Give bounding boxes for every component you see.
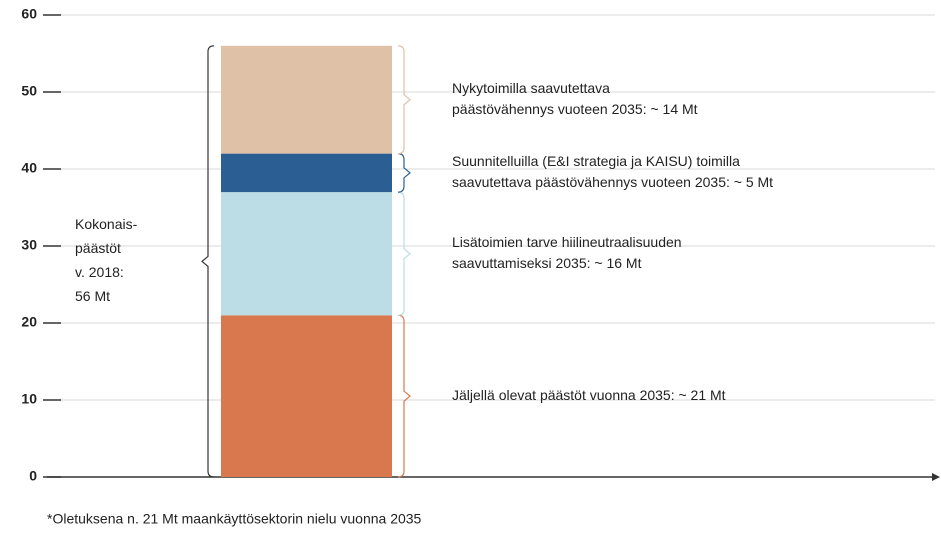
- bar-segment: [221, 315, 392, 477]
- y-tick-label: 0: [29, 468, 37, 484]
- total-label: Kokonais-: [75, 216, 138, 232]
- x-axis-arrow: [932, 473, 940, 481]
- bar-segment: [221, 192, 392, 316]
- segment-annotation: saavutettava päästövähennys vuoteen 2035…: [452, 174, 773, 190]
- segment-annotation: päästövähennys vuoteen 2035: ~ 14 Mt: [452, 101, 698, 117]
- bar-segment: [221, 153, 392, 193]
- segment-annotation: Lisätoimien tarve hiilineutraalisuuden: [452, 234, 682, 250]
- total-brace: [201, 45, 215, 478]
- total-label: päästöt: [75, 240, 121, 256]
- y-tick-label: 60: [21, 6, 37, 22]
- footnote: *Oletuksena n. 21 Mt maankäyttösektorin …: [47, 511, 422, 527]
- segment-brace: [397, 314, 411, 478]
- y-tick-label: 20: [21, 314, 37, 330]
- segment-annotation: Jäljellä olevat päästöt vuonna 2035: ~ 2…: [452, 387, 726, 403]
- total-label: 56 Mt: [75, 288, 110, 304]
- y-tick-label: 50: [21, 83, 37, 99]
- total-label: v. 2018:: [75, 264, 124, 280]
- y-tick-label: 30: [21, 237, 37, 253]
- segment-annotation: Suunnitelluilla (E&I strategia ja KAISU)…: [452, 153, 740, 169]
- segment-brace: [397, 191, 411, 316]
- bar-segment: [221, 45, 392, 154]
- y-tick-label: 40: [21, 160, 37, 176]
- segment-annotation: saavuttamiseksi 2035: ~ 16 Mt: [452, 255, 642, 271]
- segment-brace: [397, 153, 411, 193]
- segment-brace: [397, 45, 411, 155]
- segment-annotation: Nykytoimilla saavutettava: [452, 80, 610, 96]
- y-tick-label: 10: [21, 391, 37, 407]
